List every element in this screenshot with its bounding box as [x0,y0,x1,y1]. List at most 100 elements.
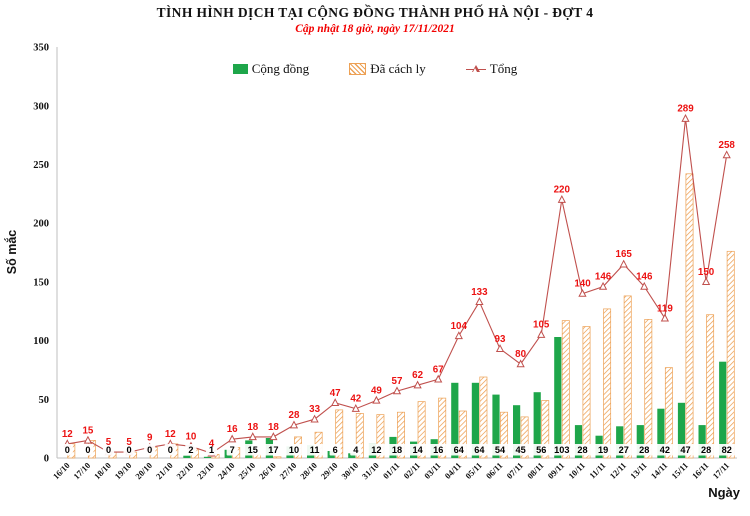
congdong-bar [471,382,479,458]
dacachly-bar [273,456,282,459]
dacachly-bar [623,295,632,459]
tong-label: 258 [719,140,736,151]
chart-subtitle: Cập nhật 18 giờ, ngày 17/11/2021 [295,23,455,35]
congdong-bar [657,408,665,458]
congdong-label-bg [226,444,238,456]
tong-marker [392,386,402,395]
tong-marker [331,398,340,407]
tong-label: 42 [350,394,361,405]
dacachly-bar [520,416,529,459]
congdong-label-bg [61,444,73,456]
y-tick-label: 250 [33,160,49,171]
congdong-label-bg [82,444,94,456]
congdong-label: 19 [598,445,608,455]
congdong-label-bg [491,444,509,456]
tong-label: 146 [636,272,653,283]
y-tick-label: 300 [33,101,49,112]
dacachly-bar [664,367,673,459]
y-tick-label: 50 [39,395,50,406]
congdong-bar [574,425,583,458]
x-tick-label: 30/10 [339,460,360,481]
congdong-bar [698,425,706,458]
congdong-label-bg [697,444,715,456]
tong-label: 47 [330,388,341,399]
congdong-labels: 0 0 0 0 0 0 2 1 7 15 17 10 11 6 4 12 18 14 16 64 64 54 45 56 103… [61,444,736,456]
congdong-label: 42 [660,445,670,455]
congdong-label-bg [470,444,489,456]
y-axis-title: Số mắc [4,230,19,275]
tong-marker [619,259,628,268]
y-tick-label: 350 [33,43,49,54]
tong-marker [537,330,546,338]
tong-label: 289 [677,104,694,115]
congdong-bar [492,394,500,458]
congdong-bar [203,456,212,458]
tong-marker [578,288,587,297]
congdong-label: 1 [209,445,214,455]
dacachly-bar [685,173,694,459]
x-tick-label: 04/11 [443,460,464,481]
congdong-bar [348,453,356,458]
tong-label: 10 [185,431,196,442]
congdong-label-bg [594,444,612,456]
bars-group [67,173,735,459]
congdong-label-bg [676,444,695,456]
dacachly-bar [458,410,467,459]
x-tick-label: 13/11 [628,460,649,481]
tong-label: 18 [268,422,279,433]
congdong-bar [513,405,521,458]
congdong-label-bg [350,444,362,456]
dacachly-bar [438,397,447,459]
congdong-label: 45 [515,445,525,455]
legend-item-tong: Tổng [465,61,518,77]
tong-marker [516,359,525,368]
x-tick-label: 18/10 [92,460,113,481]
congdong-bar [451,382,459,458]
tong-label: 18 [247,422,258,433]
tong-marker [454,331,463,340]
legend-item-cong-dong: Cộng đồng [232,61,309,77]
congdong-label-bg [615,444,633,456]
congdong-label-bg [450,444,468,456]
tong-label: 220 [554,185,571,196]
chart-legend: Cộng đồng Đã cách ly Tổng [0,61,750,77]
x-tick-label: 16/11 [690,460,711,481]
tong-marker [351,404,360,412]
congdong-label: 6 [333,445,338,455]
x-tick-label: 14/11 [649,460,670,481]
congdong-label: 0 [127,445,132,455]
dacachly-bar [479,376,488,459]
congdong-label: 2 [188,445,193,455]
dacachly-bar [582,326,591,459]
x-tick-label: 12/11 [608,460,629,481]
tong-marker [372,395,381,404]
congdong-label: 28 [701,445,711,455]
tong-label: 140 [574,279,591,290]
congdong-label: 0 [147,445,152,455]
x-tick-label: 01/11 [381,460,402,481]
x-tick-label: 25/10 [236,460,257,481]
tong-marker [434,374,443,383]
congdong-label-bg [550,444,574,456]
congdong-label: 16 [433,445,443,455]
congdong-label: 82 [722,445,732,455]
congdong-bar [677,402,686,458]
congdong-label: 15 [248,445,258,455]
tong-label: 12 [165,429,176,440]
tong-label: 150 [698,267,715,278]
congdong-label: 56 [536,445,546,455]
congdong-label: 4 [353,445,359,455]
chart-title: TÌNH HÌNH DỊCH TẠI CỘNG ĐỒNG THÀNH PHỐ H… [156,5,594,20]
dacachly-bar [726,250,735,459]
x-tick-label: 24/10 [216,460,237,481]
tong-label: 146 [595,272,612,283]
legend-label-tong: Tổng [489,61,518,76]
congdong-label: 64 [474,445,485,455]
x-tick-label: 20/10 [133,460,154,481]
x-tick-label: 09/11 [546,460,567,481]
tong-marker [681,113,690,122]
tong-label: 49 [371,386,382,397]
tong-label: 133 [471,287,488,298]
congdong-label: 7 [230,445,235,455]
